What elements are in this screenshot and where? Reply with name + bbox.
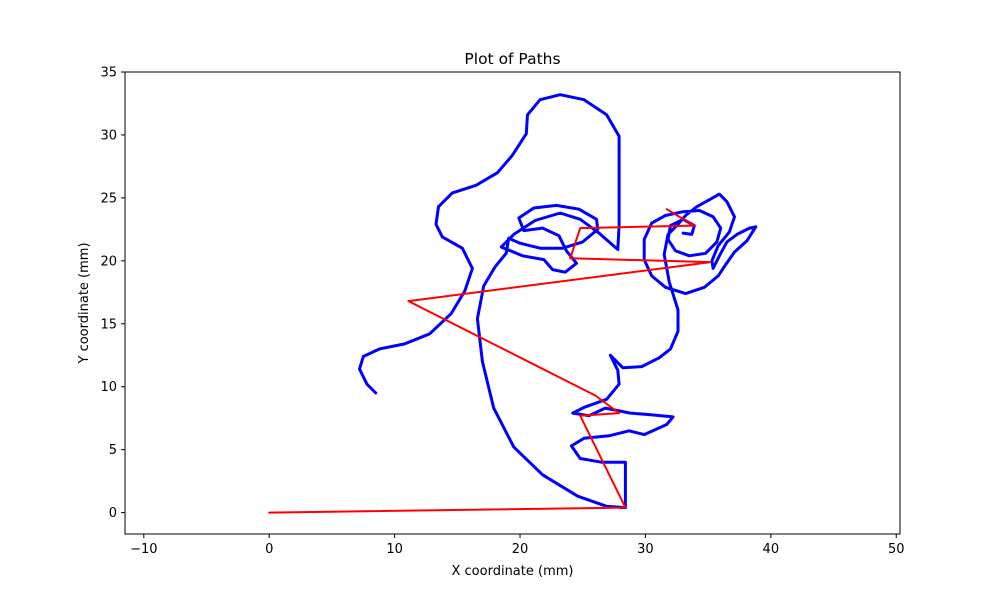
chart-title: Plot of Paths [464,50,560,68]
y-tick-label: 15 [100,317,117,332]
x-tick-label: 10 [386,542,403,557]
y-tick-label: 35 [100,66,117,81]
y-tick-label: 5 [109,443,117,458]
x-tick-label: 40 [763,542,780,557]
x-tick-label: 50 [888,542,905,557]
y-tick-label: 0 [109,506,117,521]
y-axis-ticks: 0 5 10 15 20 25 30 35 [100,66,125,521]
y-tick-label: 10 [100,380,117,395]
paths-layer [268,93,758,514]
y-tick-label: 20 [100,254,117,269]
y-tick-label: 25 [100,191,117,206]
y-tick-label: 30 [100,128,117,143]
series-line-draw [358,93,758,510]
x-tick-label: −10 [130,542,157,557]
series-line-travel [268,208,712,514]
plot-frame [124,71,901,535]
x-axis-ticks: −10 0 10 20 30 40 50 [130,534,905,557]
y-axis-label: Y coordinate (mm) [77,242,92,364]
x-tick-label: 0 [265,542,273,557]
x-axis-label: X coordinate (mm) [452,564,574,579]
x-tick-label: 20 [512,542,529,557]
x-tick-label: 30 [637,542,654,557]
